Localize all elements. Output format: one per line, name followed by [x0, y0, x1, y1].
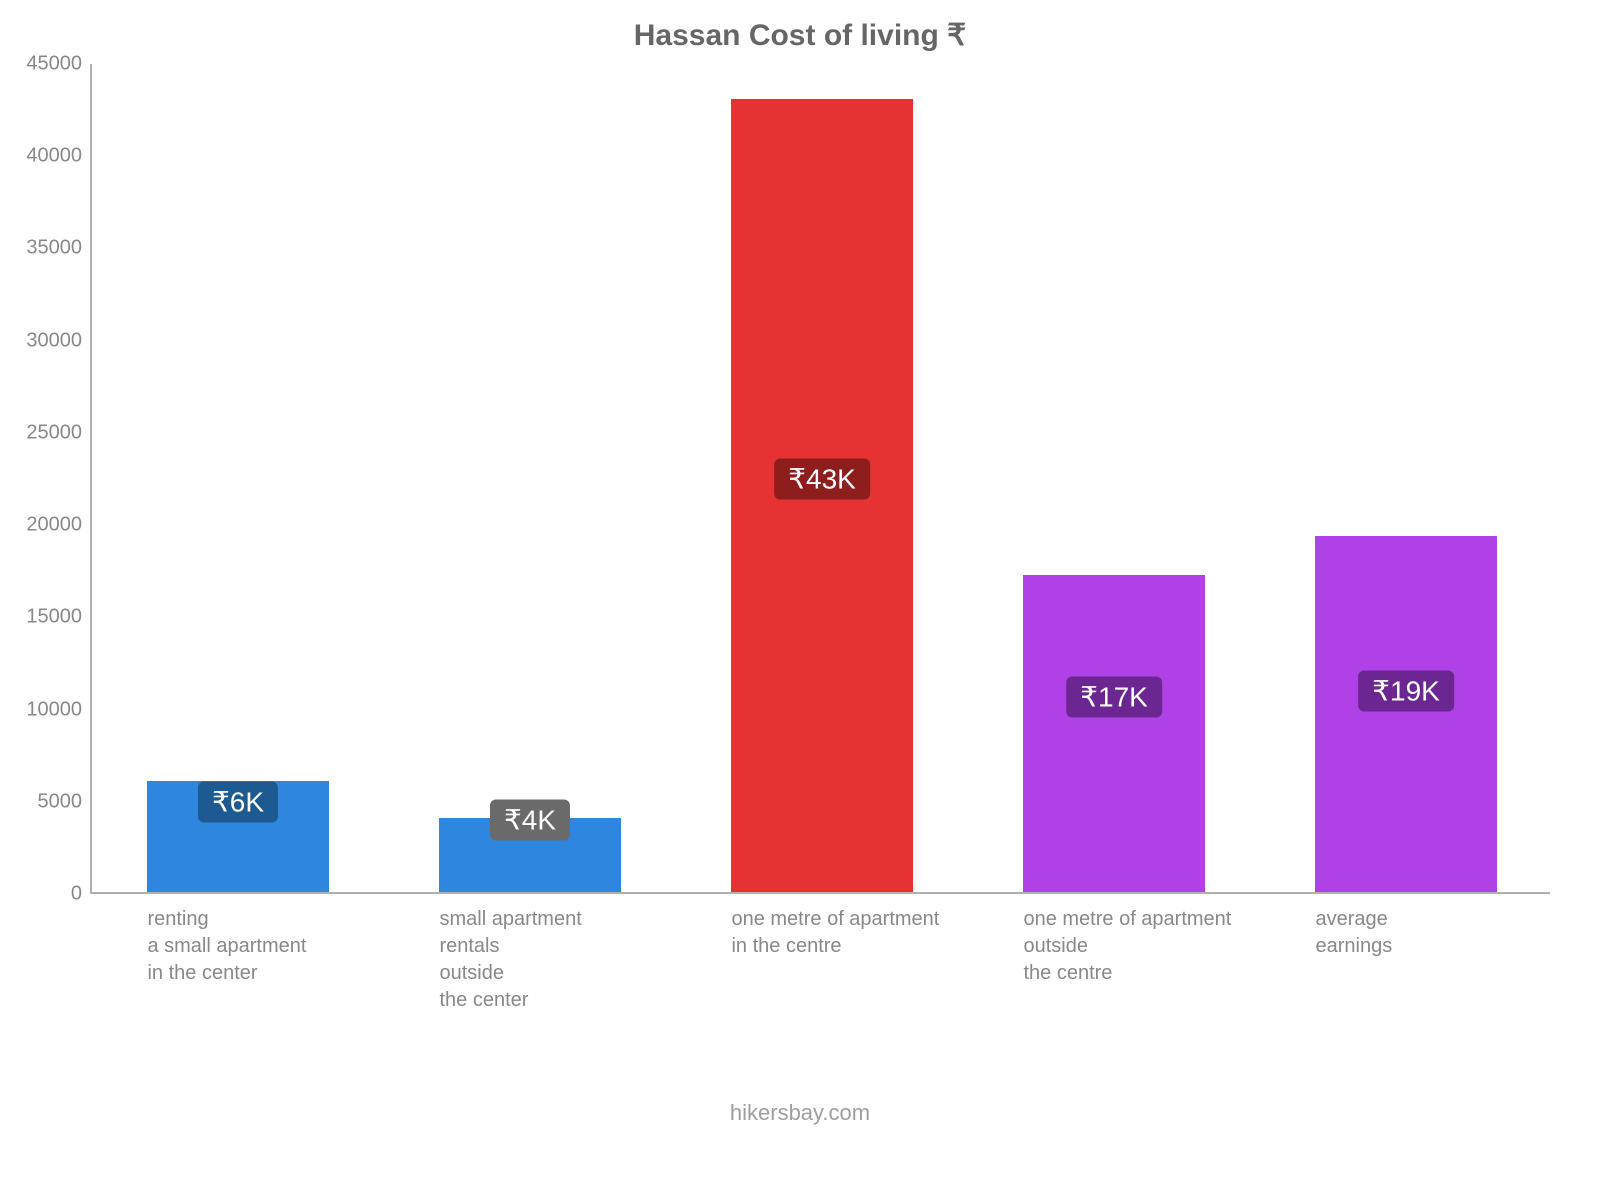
- x-tick-label: small apartment rentals outside the cent…: [439, 892, 581, 1014]
- value-badge: ₹43K: [774, 459, 870, 500]
- plot-area: 0500010000150002000025000300003500040000…: [90, 64, 1550, 894]
- y-tick-label: 45000: [26, 53, 92, 76]
- value-badge: ₹6K: [198, 781, 278, 822]
- x-tick-label: renting a small apartment in the center: [147, 892, 306, 987]
- y-tick-label: 20000: [26, 514, 92, 537]
- value-badge: ₹17K: [1066, 676, 1162, 717]
- y-tick-label: 0: [71, 883, 92, 906]
- bar: [1315, 536, 1496, 892]
- y-tick-label: 30000: [26, 329, 92, 352]
- chart-title: Hassan Cost of living ₹: [0, 18, 1600, 53]
- x-tick-label: one metre of apartment in the centre: [731, 892, 939, 960]
- value-badge: ₹19K: [1358, 671, 1454, 712]
- y-tick-label: 35000: [26, 237, 92, 260]
- y-tick-label: 25000: [26, 421, 92, 444]
- x-tick-label: one metre of apartment outside the centr…: [1023, 892, 1231, 987]
- y-tick-label: 15000: [26, 606, 92, 629]
- value-badge: ₹4K: [490, 800, 570, 841]
- y-tick-label: 40000: [26, 145, 92, 168]
- bar: [1023, 575, 1204, 892]
- chart-container: Hassan Cost of living ₹ 0500010000150002…: [0, 0, 1600, 1200]
- x-tick-label: average earnings: [1315, 892, 1392, 960]
- y-tick-label: 10000: [26, 698, 92, 721]
- chart-footer: hikersbay.com: [0, 1100, 1600, 1126]
- y-tick-label: 5000: [38, 790, 93, 813]
